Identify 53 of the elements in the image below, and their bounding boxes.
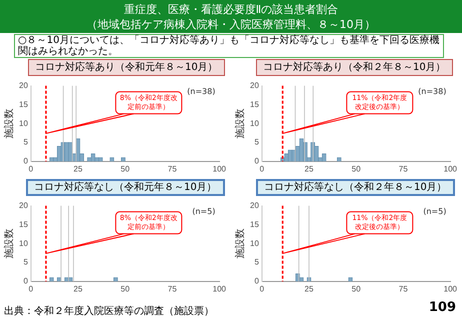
text: 重症度、医療・看護必要度Ⅱの該当患者割合 <box>122 2 340 17</box>
y-axis-title: 施設数 <box>234 108 246 139</box>
x-tick-label: 50 <box>120 164 130 174</box>
y-axis-title: 施設数 <box>2 228 15 259</box>
x-tick-label: 100 <box>212 164 227 174</box>
y-tick-label: 0 <box>254 276 260 286</box>
y-tick-label: 10 <box>18 238 28 248</box>
y-tick-label: 0 <box>23 276 28 286</box>
x-tick-label: 100 <box>212 284 227 294</box>
chart-title: コロナ対応等なし（令和元年８～10月） <box>26 179 225 196</box>
y-tick-label: 10 <box>250 118 260 128</box>
x-tick-label: 50 <box>352 284 362 294</box>
y-axis-title: 施設数 <box>2 108 15 139</box>
x-tick-label: 25 <box>304 164 314 174</box>
x-tick-label: 50 <box>120 284 130 294</box>
chart-title: コロナ対応等なし（令和２年８～10月） <box>256 179 455 196</box>
y-tick-label: 5 <box>23 138 28 147</box>
text: （地域包括ケア病棟入院料・入院医療管理料、８～10月） <box>86 17 376 32</box>
y-tick-label: 20 <box>18 201 28 210</box>
x-tick-label: 75 <box>398 284 408 294</box>
annotation: (n=38) <box>187 86 216 96</box>
y-tick-label: 10 <box>250 238 260 248</box>
y-tick-label: 15 <box>18 100 28 109</box>
y-tick-label: 10 <box>18 118 28 128</box>
y-tick-label: 15 <box>250 220 260 229</box>
x-tick-label: 75 <box>168 284 178 294</box>
chart-title: コロナ対応等あり（令和２年８～10月） <box>256 59 453 76</box>
y-axis-title: 施設数 <box>234 228 246 259</box>
annotation: (n=5) <box>423 206 446 216</box>
y-tick-label: 5 <box>254 258 260 267</box>
text: ○８～10月については、「コロナ対応等あり」も「コロナ対応等なし」も基準を下回る医療機関はみられなかった。 <box>14 34 444 58</box>
y-tick-label: 15 <box>18 220 28 229</box>
y-tick-label: 15 <box>250 100 260 109</box>
y-tick-label: 0 <box>254 156 260 166</box>
y-tick-label: 5 <box>23 258 28 267</box>
x-tick-label: 25 <box>74 164 83 174</box>
y-tick-label: 5 <box>254 138 260 147</box>
annotation: (n=38) <box>418 86 446 96</box>
y-tick-label: 0 <box>23 156 28 166</box>
y-tick-label: 20 <box>250 201 260 210</box>
annotation: (n=5) <box>192 206 216 216</box>
x-tick-label: 25 <box>304 284 314 294</box>
x-tick-label: 100 <box>444 284 458 294</box>
x-tick-label: 75 <box>398 164 408 174</box>
x-tick-label: 75 <box>168 164 178 174</box>
y-tick-label: 20 <box>250 81 260 90</box>
x-tick-label: 50 <box>352 164 362 174</box>
text: 109 <box>428 300 456 315</box>
source-note: 出典：令和２年度入院医療等の調査（施設票） <box>4 304 214 318</box>
x-tick-label: 100 <box>444 164 458 174</box>
chart-title: コロナ対応等あり（令和元年８～10月） <box>28 59 225 76</box>
y-tick-label: 20 <box>18 81 28 90</box>
x-tick-label: 25 <box>74 284 83 294</box>
